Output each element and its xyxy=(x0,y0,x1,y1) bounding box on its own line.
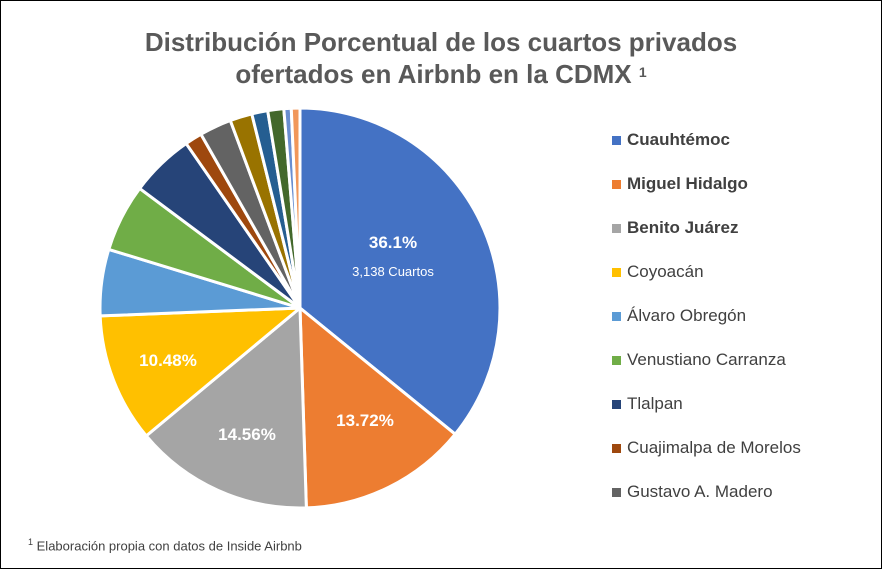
footnote: 1 Elaboración propia con datos de Inside… xyxy=(28,537,302,553)
legend-item-alvaro-obregon: Álvaro Obregón xyxy=(612,294,801,338)
data-label-coyoacan: 10.48% xyxy=(139,351,197,370)
legend-swatch xyxy=(612,179,621,189)
legend-swatch xyxy=(612,135,621,145)
legend-label: Álvaro Obregón xyxy=(627,306,747,325)
legend-swatch xyxy=(612,311,621,321)
legend-label: Benito Juárez xyxy=(627,218,739,237)
legend-item-gustavo-a-madero: Gustavo A. Madero xyxy=(612,470,801,514)
pie-slice-other-13 xyxy=(289,106,302,310)
pie-slice-miguel-hidalgo xyxy=(298,306,457,510)
pie-slice-benito-juarez xyxy=(144,306,308,510)
legend-swatch xyxy=(612,267,621,277)
data-sublabel-cuauhtemoc: 3,138 Cuartos xyxy=(352,264,434,279)
legend-item-miguel-hidalgo: Miguel Hidalgo xyxy=(612,162,801,206)
legend-item-tlalpan: Tlalpan xyxy=(612,382,801,426)
footnote-mark: 1 xyxy=(28,537,34,547)
legend-swatch xyxy=(612,487,621,497)
legend-label: Cuajimalpa de Morelos xyxy=(627,438,801,457)
legend-item-cuauhtemoc: Cuauhtémoc xyxy=(612,118,801,162)
chart-title-line2: ofertados en Airbnb en la CDMX 1 xyxy=(0,58,882,90)
data-label-miguel-hidalgo: 13.72% xyxy=(336,411,394,430)
legend-swatch xyxy=(612,443,621,453)
legend-label: Tlalpan xyxy=(627,394,683,413)
legend-label: Gustavo A. Madero xyxy=(627,482,773,501)
footnote-text: Elaboración propia con datos de Inside A… xyxy=(36,538,302,554)
pie-slices xyxy=(98,106,502,510)
pie-labels: 36.1% 3,138 Cuartos 13.72% 14.56% 10.48% xyxy=(139,233,434,444)
legend-label: Miguel Hidalgo xyxy=(627,174,748,193)
pie-slice-coyoacan xyxy=(98,306,302,438)
legend-swatch xyxy=(612,355,621,365)
legend-item-venustiano-carranza: Venustiano Carranza xyxy=(612,338,801,382)
legend-swatch xyxy=(612,399,621,409)
legend-item-cuajimalpa-de-morelos: Cuajimalpa de Morelos xyxy=(612,426,801,470)
chart-title: Distribución Porcentual de los cuartos p… xyxy=(0,26,882,90)
chart-title-line2-text: ofertados en Airbnb en la CDMX xyxy=(235,59,632,89)
chart-title-footnote-mark: 1 xyxy=(638,64,647,80)
pie-slice-cuauhtemoc xyxy=(298,106,502,436)
legend-swatch xyxy=(612,223,621,233)
legend-item-coyoacan: Coyoacán xyxy=(612,250,801,294)
legend-label: Cuauhtémoc xyxy=(627,130,730,149)
legend-label: Coyoacán xyxy=(627,262,704,281)
data-label-cuauhtemoc: 36.1% xyxy=(369,233,417,252)
legend-item-benito-juarez: Benito Juárez xyxy=(612,206,801,250)
legend: Cuauhtémoc Miguel Hidalgo Benito Juárez Coy… xyxy=(612,118,801,514)
data-label-benito-juarez: 14.56% xyxy=(218,425,276,444)
legend-label: Venustiano Carranza xyxy=(627,350,786,369)
chart-title-line1: Distribución Porcentual de los cuartos p… xyxy=(144,27,738,57)
